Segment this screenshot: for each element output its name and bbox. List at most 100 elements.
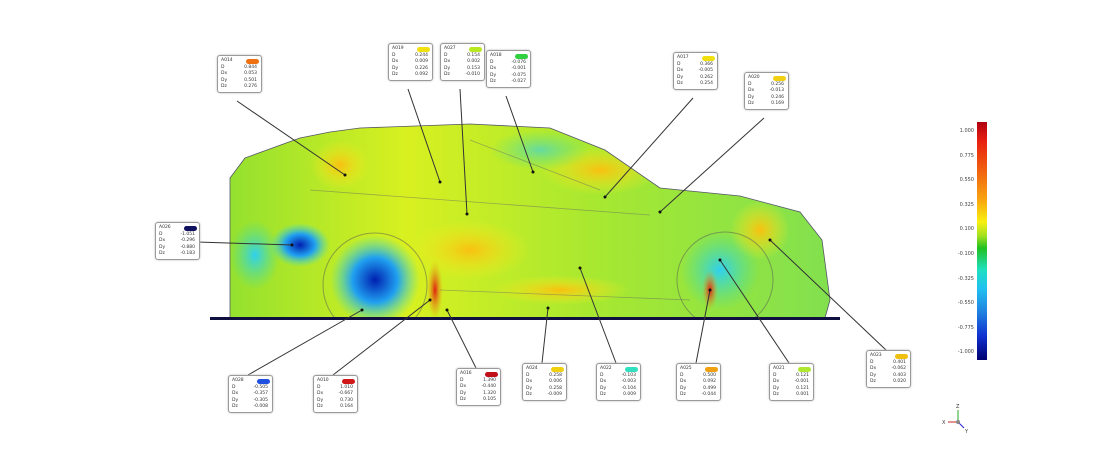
measure-points [290,170,772,312]
callout-value: 0.002 [467,59,480,64]
callout-id: A021 [773,366,785,371]
callout-value: 0.262 [700,74,713,80]
callout-key: Dy [600,385,607,391]
callout-color-swatch [184,225,197,231]
leader-line [196,241,293,246]
deviation-callout[interactable]: A020 D 0.256 Dx -0.013 Dy 0.246 Dz 0.169 [744,72,789,110]
callout-color-swatch [469,46,482,52]
callout-id: A025 [680,366,692,371]
callout-key: Dy [526,385,533,391]
callout-key: Dx [600,379,607,384]
deviation-callout[interactable]: A018 D -0.076 Dx -0.001 Dy -0.075 Dz -0.027 [486,50,531,88]
leader-line [769,239,887,351]
leader-line [719,259,790,364]
callout-key: D [600,372,604,378]
deviation-callout[interactable]: A028 D -0.505 Dx -0.357 Dy -0.305 Dz -0.008 [228,375,273,413]
callout-id: A010 [317,378,329,383]
deviation-callout[interactable]: A027 D 0.154 Dx 0.002 Dy 0.153 Dz -0.010 [440,43,485,81]
callout-id: A028 [232,378,244,383]
deviation-callout[interactable]: A026 D -1.051 Dx -0.296 Dy -0.880 Dz -0.183 [155,222,200,260]
callout-key: Dz [460,397,466,402]
callout-key: Dx [870,366,877,371]
scale-tick-label: -0.100 [957,251,974,257]
callout-value: 0.246 [771,94,784,100]
callout-id: A018 [490,53,502,58]
callout-value: -0.076 [511,59,526,65]
measure-point [718,258,722,262]
callout-key: Dy [870,372,877,378]
deviation-callout[interactable]: A014 D 0.844 Dx 0.053 Dy 0.501 Dz 0.276 [217,55,262,93]
callout-key: Dz [490,79,496,84]
callout-color-swatch [705,366,718,372]
callout-value: -0.103 [621,372,636,378]
leader-line [459,88,468,215]
callout-color-swatch [257,378,270,384]
measure-point [658,210,662,214]
car-outline [229,123,831,319]
callout-key: D [317,384,321,390]
deviation-callout[interactable]: A017 D 0.366 Dx -0.005 Dy 0.262 Dz 0.254 [673,52,718,90]
scale-tick-label: 0.775 [959,152,974,159]
callout-id: A024 [526,366,538,371]
callout-value: -0.013 [769,88,784,93]
callout-color-swatch [485,371,498,377]
deviation-callout[interactable]: A010 D 1.010 Dx -0.667 Dy 0.730 Dz 0.164 [313,375,358,413]
leader-line [505,95,534,173]
deviation-callout[interactable]: A016 D 1.390 Dx -0.440 Dy 1.320 Dz 0.105 [456,368,501,406]
callout-key: Dx [526,379,533,384]
callout-value: -0.296 [180,238,195,243]
scale-tick-label: -1.000 [957,349,974,356]
callout-key: Dy [680,385,687,391]
deviation-callout[interactable]: A022 D -0.103 Dx -0.003 Dy -0.104 Dz 0.009 [596,363,641,401]
callout-color-swatch [773,75,786,81]
callout-value: 0.092 [415,72,428,77]
measure-point [360,308,364,312]
scale-tick-label: -0.325 [957,275,974,282]
callout-value: 0.153 [467,65,480,71]
callout-color-swatch [895,353,908,359]
callout-value: -0.075 [511,72,526,78]
callout-value: 0.254 [700,81,713,86]
deviation-callout[interactable]: A025 D 0.500 Dx 0.092 Dy 0.499 Dz -0.044 [676,363,721,401]
callout-value: 0.020 [893,379,906,384]
measure-point [290,243,294,247]
callout-value: -0.357 [253,391,268,396]
leader-line [407,88,441,183]
callout-value: 0.244 [415,52,428,58]
callout-value: -0.305 [253,397,268,403]
callout-value: 0.730 [340,397,353,403]
callout-value: 0.121 [796,385,809,391]
callout-key: D [460,377,464,383]
callout-key: Dx [460,384,467,389]
scale-tick-label: 0.100 [959,226,974,233]
callout-value: 0.401 [893,359,906,365]
callout-key: Dx [317,391,324,396]
measure-point [428,298,432,302]
callout-key: Dx [392,59,399,64]
callout-value: 0.256 [771,81,784,87]
callout-color-swatch [625,366,638,372]
deviation-callout[interactable]: A024 D 0.258 Dx 0.006 Dy 0.258 Dz -0.009 [522,363,567,401]
callout-value: 1.390 [483,377,496,383]
callout-color-swatch [798,366,811,372]
deviation-callout[interactable]: A019 D 0.244 Dx 0.009 Dy 0.226 Dz 0.092 [388,43,433,81]
callout-value: -0.027 [511,79,526,84]
callout-key: D [677,61,681,67]
callout-value: -0.044 [701,392,716,397]
callout-key: Dx [680,379,687,384]
measure-point [465,212,469,216]
leader-line [446,309,477,369]
callout-value: 0.053 [244,71,257,76]
callout-key: Dz [677,81,683,86]
callout-color-swatch [342,378,355,384]
callout-value: 0.121 [796,372,809,378]
callout-key: Dy [444,65,451,71]
deviation-callout[interactable]: A023 D 0.401 Dx -0.062 Dy 0.403 Dz 0.020 [866,350,911,388]
scale-tick-label: 0.325 [959,201,974,208]
ground-line [210,317,840,320]
leader-line [332,299,431,376]
callout-key: Dz [680,392,686,397]
callout-key: Dz [232,404,238,409]
deviation-callout[interactable]: A021 D 0.121 Dx -0.001 Dy 0.121 Dz 0.001 [769,363,814,401]
